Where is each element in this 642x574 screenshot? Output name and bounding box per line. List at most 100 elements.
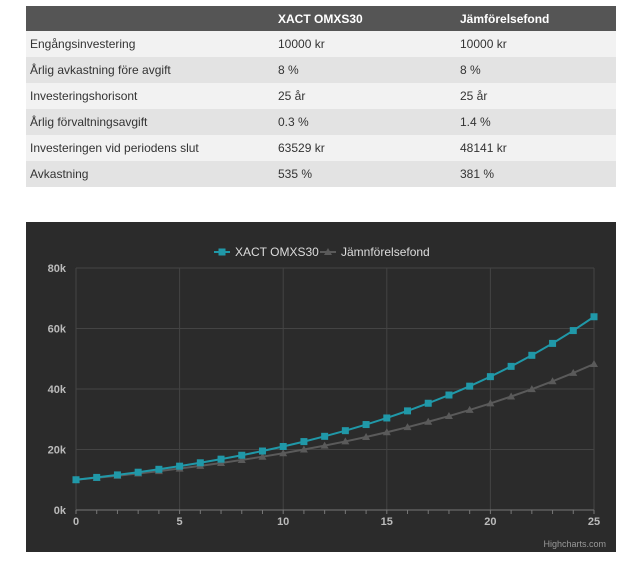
data-point (362, 432, 371, 440)
data-point (382, 428, 391, 436)
data-point (424, 399, 432, 407)
data-point (196, 459, 204, 467)
table-row: Investeringshorisont 25 år 25 år (26, 83, 616, 109)
data-point (258, 452, 267, 460)
legend-marker (218, 248, 226, 256)
row-value-xact: 25 år (274, 83, 456, 109)
data-point (237, 455, 246, 463)
x-tick-label: 25 (588, 516, 600, 528)
row-label: Avkastning (26, 161, 274, 187)
table-row: Avkastning 535 % 381 % (26, 161, 616, 187)
row-value-xact: 0.3 % (274, 109, 456, 135)
data-point (300, 438, 308, 446)
row-value-comparison: 8 % (456, 57, 616, 83)
data-point (93, 473, 101, 481)
row-label: Årlig avkastning före avgift (26, 57, 274, 83)
data-point (238, 451, 246, 459)
table-row: Årlig förvaltningsavgift 0.3 % 1.4 % (26, 109, 616, 135)
table-row: Investeringen vid periodens slut 63529 k… (26, 135, 616, 161)
data-point (569, 368, 578, 376)
row-value-comparison: 1.4 % (456, 109, 616, 135)
data-point (445, 391, 453, 399)
row-label: Årlig förvaltningsavgift (26, 109, 274, 135)
data-point (299, 445, 308, 453)
chart-legend[interactable]: XACT OMXS30 Jämnförelsefond (214, 245, 430, 259)
legend-label[interactable]: XACT OMXS30 (235, 245, 319, 259)
chart-grid (75, 267, 595, 511)
data-point (444, 412, 453, 420)
data-point (590, 313, 598, 321)
data-point (507, 392, 516, 400)
row-label: Engångsinvestering (26, 31, 274, 57)
x-tick-label: 5 (177, 516, 183, 528)
table-header-xact: XACT OMXS30 (274, 6, 456, 31)
y-tick-label: 20k (48, 445, 67, 457)
data-point (176, 462, 184, 470)
data-point (217, 455, 225, 463)
data-point (486, 373, 494, 381)
data-point (404, 407, 412, 415)
table-header-label (26, 6, 274, 31)
y-tick-label: 80k (48, 263, 67, 275)
legend-marker (324, 248, 332, 255)
chart-axes: 0k 20k 40k 60k 80k 0 5 10 15 20 25 (48, 263, 600, 528)
y-tick-label: 0k (54, 505, 67, 517)
data-point (466, 382, 474, 390)
data-point (341, 437, 350, 445)
data-point (279, 449, 288, 457)
data-point (528, 351, 536, 359)
data-point (548, 377, 557, 385)
x-tick-label: 0 (73, 516, 79, 528)
row-value-xact: 8 % (274, 57, 456, 83)
data-point (507, 362, 515, 370)
data-point (527, 385, 536, 393)
row-value-comparison: 25 år (456, 83, 616, 109)
row-value-xact: 10000 kr (274, 31, 456, 57)
series-0[interactable] (72, 313, 598, 484)
legend-item-0[interactable]: XACT OMXS30 (214, 245, 319, 259)
data-point (403, 423, 412, 431)
data-point (549, 339, 557, 347)
data-point (465, 405, 474, 413)
x-tick-label: 20 (484, 516, 496, 528)
series-line[interactable] (75, 315, 595, 481)
data-point (113, 471, 121, 479)
data-point (341, 427, 349, 435)
data-point (424, 417, 433, 425)
data-point (155, 465, 163, 473)
growth-chart-svg: 0k 20k 40k 60k 80k 0 5 10 15 20 25 XACT OMXS30 Jämn… (48, 245, 606, 549)
data-point (258, 447, 266, 455)
row-value-xact: 63529 kr (274, 135, 456, 161)
row-value-xact: 535 % (274, 161, 456, 187)
legend-item-1[interactable]: Jämnförelsefond (320, 245, 430, 259)
x-tick-label: 15 (381, 516, 393, 528)
row-label: Investeringen vid periodens slut (26, 135, 274, 161)
data-point (321, 432, 329, 440)
data-point (362, 421, 370, 429)
row-value-comparison: 10000 kr (456, 31, 616, 57)
data-point (569, 327, 577, 335)
y-tick-label: 40k (48, 384, 67, 396)
data-point (383, 414, 391, 422)
data-point (279, 442, 287, 450)
table-header-row: XACT OMXS30 Jämförelsefond (26, 6, 616, 31)
series-1[interactable] (72, 359, 598, 483)
row-value-comparison: 381 % (456, 161, 616, 187)
data-point (72, 476, 80, 484)
table-row: Engångsinvestering 10000 kr 10000 kr (26, 31, 616, 57)
x-tick-label: 10 (277, 516, 289, 528)
data-point (134, 468, 142, 476)
y-tick-label: 60k (48, 324, 67, 336)
row-label: Investeringshorisont (26, 83, 274, 109)
table-row: Årlig avkastning före avgift 8 % 8 % (26, 57, 616, 83)
series-line[interactable] (75, 363, 595, 481)
row-value-comparison: 48141 kr (456, 135, 616, 161)
data-point (590, 359, 598, 367)
data-point (320, 441, 329, 449)
table-header-comparison: Jämförelsefond (456, 6, 616, 31)
legend-label[interactable]: Jämnförelsefond (341, 245, 430, 259)
growth-chart: 0k 20k 40k 60k 80k 0 5 10 15 20 25 XACT OMXS30 Jämn… (26, 222, 616, 552)
chart-series (72, 313, 598, 484)
chart-credit[interactable]: Highcharts.com (543, 539, 606, 549)
data-point (486, 399, 495, 407)
